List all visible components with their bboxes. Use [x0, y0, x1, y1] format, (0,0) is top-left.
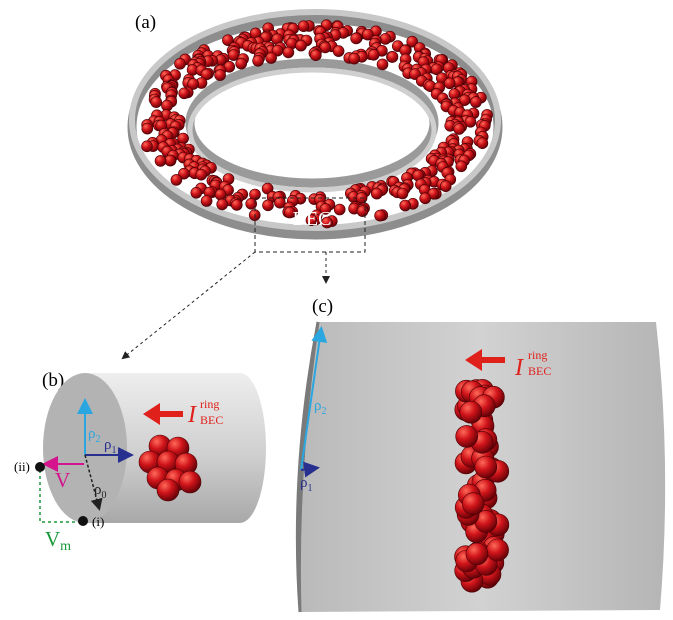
- point: [78, 516, 88, 526]
- current-sub: BEC: [200, 413, 223, 427]
- atom: [368, 49, 379, 60]
- atom: [155, 155, 166, 166]
- atom: [175, 58, 186, 69]
- atom: [142, 123, 153, 134]
- measured-velocity-label: Vm: [45, 527, 71, 554]
- zoom-arrow: [123, 252, 255, 358]
- atom: [179, 471, 201, 493]
- atom: [215, 189, 226, 200]
- atom: [266, 53, 277, 64]
- bec-label: BEC: [293, 208, 332, 230]
- point: [35, 462, 45, 472]
- atom: [460, 401, 482, 423]
- atom: [283, 47, 294, 58]
- figure: BEC (a) (b) I ring BEC ρ2 ρ1 ρ0 V Vm (i)…: [0, 0, 673, 620]
- atom: [470, 97, 481, 108]
- atom: [263, 200, 274, 211]
- atom: [456, 161, 467, 172]
- symbol: ρ: [94, 482, 102, 498]
- atom: [334, 204, 345, 215]
- atom: [357, 206, 368, 217]
- subscript: 2: [96, 434, 101, 445]
- atom: [310, 50, 321, 61]
- atom: [420, 193, 431, 204]
- atom: [387, 51, 398, 62]
- symbol: ρ: [104, 437, 112, 453]
- velocity-label: V: [55, 468, 70, 492]
- subscript: 1: [308, 483, 313, 494]
- atom: [440, 181, 451, 192]
- symbol: ρ: [300, 475, 308, 491]
- atom: [157, 479, 179, 501]
- atom: [377, 59, 388, 70]
- atom: [196, 169, 207, 180]
- atom: [298, 21, 309, 32]
- atom: [151, 97, 162, 108]
- atom: [253, 55, 264, 66]
- atom: [351, 33, 362, 44]
- atom: [178, 133, 189, 144]
- atom: [171, 174, 182, 185]
- atom: [217, 199, 228, 210]
- atom: [179, 88, 190, 99]
- atom: [380, 33, 391, 44]
- atom: [477, 138, 488, 149]
- atom: [371, 188, 382, 199]
- panel-label: (a): [135, 12, 156, 33]
- atom: [142, 141, 153, 152]
- atom: [201, 196, 212, 207]
- atom: [456, 425, 478, 447]
- atom: [236, 58, 247, 69]
- atom: [349, 53, 360, 64]
- point-label: (i): [92, 514, 104, 529]
- current-sub: BEC: [528, 364, 551, 378]
- symbol: V: [45, 527, 60, 551]
- subscript: m: [60, 539, 71, 554]
- atom: [475, 456, 497, 478]
- point-label: (ii): [14, 459, 30, 474]
- current-sup: ring: [528, 348, 547, 362]
- atom: [466, 543, 488, 565]
- atom: [215, 70, 226, 81]
- atom: [487, 539, 509, 561]
- panel-label: (c): [312, 296, 333, 317]
- current-symbol: I: [514, 355, 524, 381]
- atom: [444, 78, 455, 89]
- atom: [454, 124, 465, 135]
- subscript: 1: [112, 445, 117, 456]
- atom: [375, 210, 386, 221]
- subscript: 2: [322, 406, 327, 417]
- symbol: ρ: [88, 426, 96, 442]
- atom: [462, 493, 484, 515]
- current-symbol: I: [187, 402, 197, 428]
- current-sup: ring: [200, 397, 219, 411]
- atom: [231, 199, 242, 210]
- atom: [333, 46, 344, 57]
- atom: [296, 40, 307, 51]
- atom: [191, 187, 202, 198]
- atom: [397, 188, 408, 199]
- subscript: 0: [102, 490, 107, 501]
- symbol: ρ: [314, 398, 322, 414]
- atom: [400, 200, 411, 211]
